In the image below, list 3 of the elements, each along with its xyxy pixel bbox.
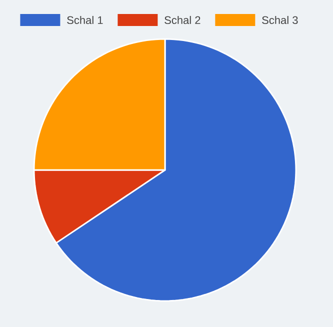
legend-label: Schal 2 (164, 16, 200, 24)
legend-label: Schal 1 (67, 16, 103, 24)
legend-label: Schal 3 (262, 16, 298, 24)
